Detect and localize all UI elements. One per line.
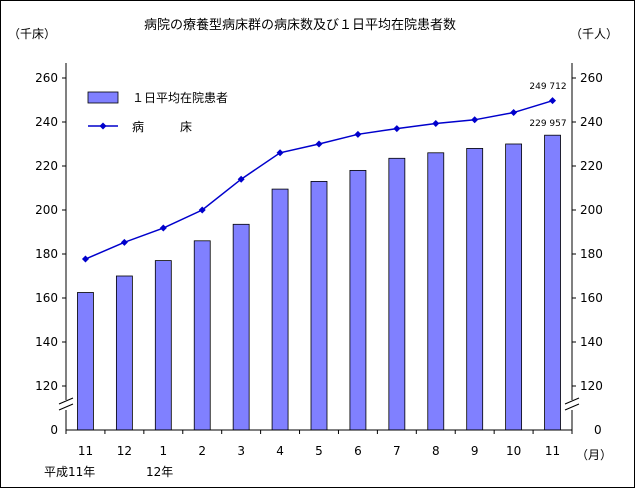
right-tick-label-2: 220: [580, 159, 603, 173]
legend-bar-swatch: [87, 91, 119, 104]
bar-1: [115, 275, 133, 431]
left-tick-label-4: 180: [35, 247, 58, 261]
axes: [58, 63, 580, 434]
bar-12: [544, 134, 561, 431]
x-tick-label-10: 9: [471, 444, 479, 458]
tick-labels: 260 260 240 240 220 220 200 200 180 180 160 160 140 1…: [35, 71, 603, 437]
bar-7: [349, 169, 367, 431]
left-break-mark-1: [58, 397, 74, 405]
x-tick-label-6: 5: [315, 444, 323, 458]
left-tick-label-0: 260: [35, 71, 58, 85]
line-point-6: [315, 140, 323, 148]
line-point-2: [159, 224, 167, 232]
bar-end-label: 229 957: [529, 119, 566, 129]
x-tick-label-12: 11: [545, 444, 560, 458]
line-series: [81, 97, 557, 263]
bar-2: [154, 260, 172, 431]
line-point-10: [471, 116, 479, 124]
left-break-mark-2: [58, 403, 74, 411]
line-point-7: [354, 130, 362, 138]
legend-line-marker: [99, 122, 107, 130]
left-tick-label-6: 140: [35, 335, 58, 349]
line-point-9: [432, 120, 440, 128]
line-point-4: [237, 175, 245, 183]
bar-0: [77, 292, 94, 431]
year-label-12: 12年: [146, 465, 173, 479]
x-tick-label-2: 1: [159, 444, 167, 458]
x-tick-label-3: 2: [198, 444, 206, 458]
right-tick-label-0: 260: [580, 71, 603, 85]
x-tick-label-4: 3: [237, 444, 245, 458]
bar-4: [232, 223, 250, 431]
left-tick-label-5: 160: [35, 291, 58, 305]
legend-line-label: 病 床: [132, 119, 192, 134]
bar-11: [505, 143, 523, 431]
line-point-0: [81, 255, 89, 263]
right-zero-label: 0: [594, 423, 602, 437]
bar-8: [388, 157, 406, 431]
right-tick-label-3: 200: [580, 203, 603, 217]
bar-10: [466, 147, 484, 431]
year-label-h11: 平成11年: [44, 465, 95, 479]
bar-6: [310, 180, 328, 431]
right-tick-label-6: 140: [580, 335, 603, 349]
bar-9: [427, 152, 445, 431]
line-point-3: [198, 206, 206, 214]
right-tick-label-5: 160: [580, 291, 603, 305]
left-tick-label-1: 240: [35, 115, 58, 129]
left-tick-label-3: 200: [35, 203, 58, 217]
right-tick-label-7: 120: [580, 379, 603, 393]
left-tick-label-2: 220: [35, 159, 58, 173]
x-tick-label-7: 6: [354, 444, 362, 458]
bar-series: [77, 134, 561, 431]
right-tick-label-4: 180: [580, 247, 603, 261]
left-zero-label: 0: [50, 423, 58, 437]
x-tick-label-8: 7: [393, 444, 401, 458]
bar-5: [271, 188, 289, 431]
right-break-mark-1: [564, 397, 580, 405]
right-axis-unit: （千人）: [570, 27, 618, 41]
right-break-mark-2: [564, 403, 580, 411]
x-tick-label-9: 8: [432, 444, 440, 458]
left-tick-label-7: 120: [35, 379, 58, 393]
x-tick-label-11: 10: [506, 444, 521, 458]
legend: １日平均在院患者 病 床: [87, 91, 228, 134]
x-axis-unit: （月）: [576, 448, 612, 462]
x-tick-label-1: 12: [117, 444, 132, 458]
x-tick-label-0: 11: [78, 444, 93, 458]
line-point-11: [510, 109, 518, 117]
right-tick-label-1: 240: [580, 115, 603, 129]
line-point-8: [393, 125, 401, 133]
x-tick-label-5: 4: [276, 444, 284, 458]
left-axis-unit: （千床）: [8, 27, 56, 41]
bar-3: [193, 240, 211, 431]
line-point-12: [549, 97, 557, 105]
line-end-label: 249 712: [529, 82, 566, 92]
line-point-5: [276, 149, 284, 157]
line-point-1: [120, 238, 128, 246]
x-tick-labels: 11 12 1 2 3 4 5 6 7 8 9 10 11: [78, 444, 560, 458]
legend-bar-label: １日平均在院患者: [132, 91, 228, 105]
chart-title: 病院の療養型病床群の病床数及び１日平均在院患者数: [144, 17, 456, 33]
